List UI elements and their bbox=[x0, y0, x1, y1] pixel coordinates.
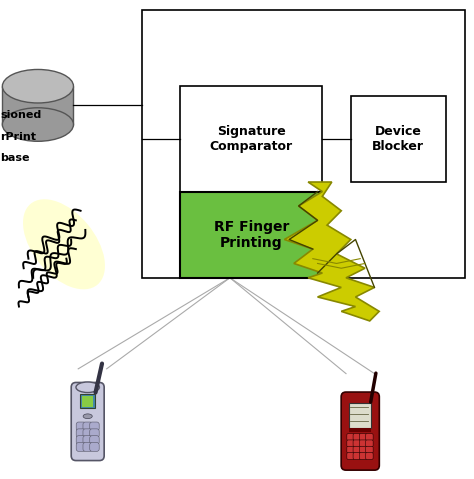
Polygon shape bbox=[284, 182, 379, 321]
FancyBboxPatch shape bbox=[359, 453, 367, 459]
FancyBboxPatch shape bbox=[341, 392, 379, 470]
FancyBboxPatch shape bbox=[90, 429, 99, 438]
FancyBboxPatch shape bbox=[365, 440, 373, 447]
Ellipse shape bbox=[2, 69, 73, 103]
Text: sioned: sioned bbox=[0, 110, 41, 120]
FancyBboxPatch shape bbox=[365, 453, 373, 459]
FancyBboxPatch shape bbox=[81, 394, 95, 408]
FancyBboxPatch shape bbox=[82, 396, 93, 407]
FancyBboxPatch shape bbox=[90, 436, 99, 445]
Text: RF Finger
Printing: RF Finger Printing bbox=[213, 219, 289, 250]
Ellipse shape bbox=[76, 382, 100, 393]
FancyBboxPatch shape bbox=[365, 433, 373, 441]
Ellipse shape bbox=[83, 414, 92, 419]
FancyBboxPatch shape bbox=[83, 422, 92, 431]
FancyBboxPatch shape bbox=[359, 440, 367, 447]
FancyBboxPatch shape bbox=[351, 96, 446, 182]
FancyBboxPatch shape bbox=[349, 428, 372, 432]
Text: Signature
Comparator: Signature Comparator bbox=[210, 125, 293, 153]
Bar bbox=[2, 86, 73, 125]
FancyBboxPatch shape bbox=[71, 382, 104, 461]
FancyBboxPatch shape bbox=[76, 436, 86, 445]
FancyBboxPatch shape bbox=[347, 453, 355, 459]
FancyBboxPatch shape bbox=[83, 443, 92, 451]
FancyBboxPatch shape bbox=[83, 436, 92, 445]
FancyBboxPatch shape bbox=[142, 10, 465, 278]
Text: Device
Blocker: Device Blocker bbox=[372, 125, 424, 153]
FancyBboxPatch shape bbox=[347, 433, 355, 441]
FancyBboxPatch shape bbox=[90, 443, 99, 451]
FancyBboxPatch shape bbox=[353, 440, 361, 447]
FancyBboxPatch shape bbox=[359, 433, 367, 441]
FancyBboxPatch shape bbox=[353, 433, 361, 441]
FancyBboxPatch shape bbox=[365, 446, 373, 453]
Text: base: base bbox=[0, 153, 29, 163]
FancyBboxPatch shape bbox=[349, 403, 372, 428]
FancyBboxPatch shape bbox=[180, 192, 322, 278]
Ellipse shape bbox=[2, 108, 73, 141]
FancyBboxPatch shape bbox=[180, 86, 322, 192]
FancyBboxPatch shape bbox=[83, 429, 92, 438]
FancyBboxPatch shape bbox=[76, 443, 86, 451]
FancyBboxPatch shape bbox=[347, 446, 355, 453]
FancyBboxPatch shape bbox=[347, 440, 355, 447]
FancyBboxPatch shape bbox=[90, 422, 99, 431]
FancyBboxPatch shape bbox=[359, 446, 367, 453]
FancyBboxPatch shape bbox=[76, 429, 86, 438]
FancyBboxPatch shape bbox=[353, 453, 361, 459]
Text: rPrint: rPrint bbox=[0, 132, 36, 142]
FancyBboxPatch shape bbox=[353, 446, 361, 453]
FancyBboxPatch shape bbox=[76, 422, 86, 431]
Ellipse shape bbox=[23, 199, 105, 289]
